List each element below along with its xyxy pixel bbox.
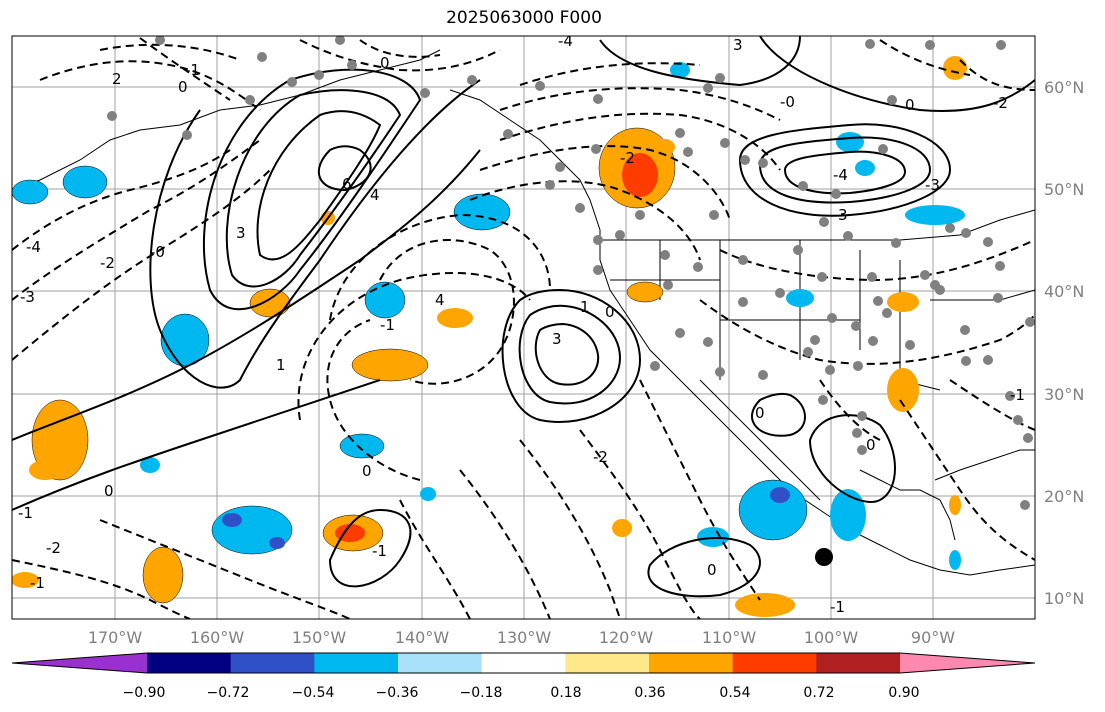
colorbar-segment xyxy=(314,653,399,673)
contour-label: 0 xyxy=(905,96,915,114)
colorbar-tick-label: −0.18 xyxy=(460,685,503,701)
contour-label: -4 xyxy=(558,32,573,50)
contour-label: -0 xyxy=(150,243,165,261)
highlight-station-marker xyxy=(815,548,833,566)
lon-label: 130°W xyxy=(497,628,552,647)
lon-label: 150°W xyxy=(292,628,347,647)
colorbar-labels: −0.90 −0.72 −0.54 −0.36 −0.18 0.18 0.36 … xyxy=(123,685,920,701)
lon-label: 170°W xyxy=(88,628,143,647)
colorbar-outline xyxy=(11,652,1036,674)
lon-label: 110°W xyxy=(702,628,757,647)
lat-label: 50°N xyxy=(1044,180,1084,199)
colorbar-tick-label: −0.72 xyxy=(207,685,250,701)
contour-label: -1 xyxy=(372,542,387,560)
colorbar-tick-label: 0.90 xyxy=(888,685,919,701)
colorbar-tick-label: −0.54 xyxy=(292,685,335,701)
latitude-labels: 60°N 50°N 40°N 30°N 20°N 10°N xyxy=(1044,78,1084,608)
positive-contours xyxy=(12,36,1035,598)
colorbar-segment xyxy=(900,653,1035,673)
contour-label: -2 xyxy=(620,149,635,167)
lat-label: 30°N xyxy=(1044,385,1084,404)
lon-label: 120°W xyxy=(599,628,654,647)
contour-label: 1 xyxy=(276,356,286,374)
negative-contours xyxy=(12,37,1035,619)
lon-label: 160°W xyxy=(190,628,245,647)
contour-label: -2 xyxy=(593,448,608,466)
lon-label: 140°W xyxy=(395,628,450,647)
contour-label: 0 xyxy=(755,404,765,422)
colorbar-segment xyxy=(481,653,566,673)
lon-label: 90°W xyxy=(911,628,955,647)
contour-label: 0 xyxy=(362,462,372,480)
contour-label: 6 xyxy=(342,175,352,193)
colorbar-segment xyxy=(565,653,650,673)
lat-label: 60°N xyxy=(1044,78,1084,97)
contour-label: -1 xyxy=(30,574,45,592)
lat-label: 10°N xyxy=(1044,589,1084,608)
contour-label: 0 xyxy=(178,78,188,96)
colorbar-segment xyxy=(732,653,817,673)
contour-label: -2 xyxy=(46,539,61,557)
colorbar xyxy=(11,652,1036,674)
contour-label: -4 xyxy=(833,166,848,184)
colorbar-tick-label: −0.36 xyxy=(376,685,419,701)
colorbar-segment xyxy=(147,653,232,673)
contour-label: 2 xyxy=(112,70,122,88)
contour-label: -1 xyxy=(1010,386,1025,404)
map-frame xyxy=(11,35,1036,620)
contour-label: 0 xyxy=(866,436,876,454)
contour-label: -2 xyxy=(100,254,115,272)
lon-label: 100°W xyxy=(804,628,859,647)
longitude-labels: 170°W 160°W 150°W 140°W 130°W 120°W 110°… xyxy=(88,628,955,647)
contour-label: 0 xyxy=(707,561,717,579)
contour-label: -1 xyxy=(18,504,33,522)
contour-label: 3 xyxy=(552,330,562,348)
contour-label: -1 xyxy=(185,61,200,79)
lat-label: 20°N xyxy=(1044,487,1084,506)
colorbar-tick-label: 0.54 xyxy=(719,685,750,701)
contour-label: -1 xyxy=(830,598,845,616)
contour-label: 4 xyxy=(435,291,445,309)
colorbar-tick-label: 0.18 xyxy=(550,685,581,701)
contour-label: -3 xyxy=(20,288,35,306)
contour-labels: 2 0 -4 3 0 -2 6 4 3 1 -1 -0 0 -2 -4 -3 3… xyxy=(18,32,1025,616)
contour-label: 0 xyxy=(104,482,114,500)
contour-label: 1 xyxy=(580,298,590,316)
coastlines xyxy=(12,49,1035,576)
station-markers xyxy=(107,36,1035,510)
colorbar-segment xyxy=(816,653,901,673)
colorbar-segment xyxy=(12,653,147,673)
contour-label: 3 xyxy=(236,224,246,242)
contour-label: 0 xyxy=(605,303,615,321)
contour-label: 4 xyxy=(370,186,380,204)
colorbar-tick-label: 0.72 xyxy=(803,685,834,701)
contour-label: 3 xyxy=(838,206,848,224)
map-title: 2025063000 F000 xyxy=(446,8,602,28)
lat-label: 40°N xyxy=(1044,282,1084,301)
contour-label: 0 xyxy=(380,54,390,72)
colorbar-tick-label: 0.36 xyxy=(634,685,665,701)
colorbar-segment xyxy=(398,653,483,673)
contour-label: -2 xyxy=(993,94,1008,112)
contour-label: -4 xyxy=(26,238,41,256)
contour-label: -0 xyxy=(780,93,795,111)
colorbar-tick-label: −0.90 xyxy=(123,685,166,701)
colorbar-segment xyxy=(230,653,315,673)
contour-label: -3 xyxy=(925,176,940,194)
colorbar-segment xyxy=(649,653,734,673)
contour-label: -1 xyxy=(380,316,395,334)
contour-label: 3 xyxy=(733,36,743,54)
